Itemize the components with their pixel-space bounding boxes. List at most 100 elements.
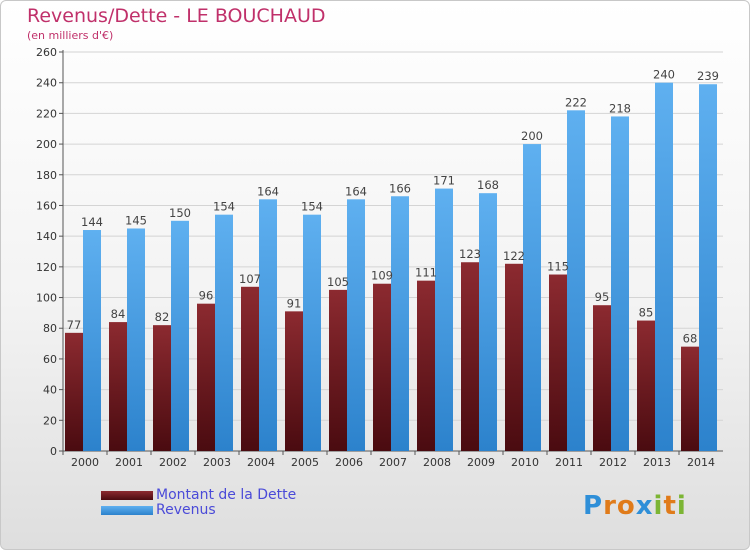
x-tick-label: 2004 [247, 456, 275, 469]
y-tick-label: 0 [50, 445, 57, 458]
data-label-revenus: 164 [257, 184, 279, 198]
logo-letter: x [635, 491, 654, 521]
legend-swatch-revenus [101, 505, 153, 515]
bar-debt [593, 305, 611, 451]
x-tick-label: 2009 [467, 456, 495, 469]
bar-revenus [655, 82, 673, 451]
logo-letter: P [583, 491, 604, 521]
bar-debt [505, 263, 523, 451]
data-label-revenus: 154 [213, 200, 235, 214]
bar-revenus [83, 230, 101, 451]
data-label-revenus: 218 [609, 101, 631, 115]
x-tick-label: 2002 [159, 456, 187, 469]
proxiti-logo: Proxiti [583, 491, 687, 521]
bar-revenus [127, 228, 145, 451]
logo-letter: t [663, 491, 677, 521]
legend-swatch-debt [101, 490, 153, 500]
y-tick-label: 140 [36, 230, 57, 243]
bar-revenus [347, 199, 365, 451]
bar-debt [329, 289, 347, 451]
x-tick-label: 2005 [291, 456, 319, 469]
bar-debt [549, 274, 567, 451]
data-label-debt: 91 [287, 296, 302, 310]
legend-item-debt: Montant de la Dette [101, 487, 297, 503]
x-tick-label: 2003 [203, 456, 231, 469]
data-label-debt: 107 [239, 272, 261, 286]
x-tick-label: 2011 [555, 456, 583, 469]
logo-letter: i [676, 491, 687, 521]
x-tick-label: 2008 [423, 456, 451, 469]
data-label-debt: 105 [327, 275, 349, 289]
y-tick-label: 260 [36, 46, 57, 59]
data-label-revenus: 166 [389, 181, 411, 195]
bar-revenus [523, 144, 541, 452]
bar-revenus [391, 196, 409, 451]
data-label-debt: 111 [415, 266, 437, 280]
data-labels: 77 144 84 145 82 150 96 154 107 164 91 154 105 164 109… [67, 68, 719, 346]
data-label-revenus: 171 [433, 174, 455, 188]
data-label-debt: 96 [199, 289, 214, 303]
axes: 0 20 40 60 80 100 120 140 160 180 200 220 240 260 2000… [36, 46, 723, 469]
logo-letter: o [616, 491, 636, 521]
data-label-revenus: 145 [125, 213, 147, 227]
data-label-revenus: 240 [653, 68, 675, 82]
x-tick-label: 2014 [687, 456, 715, 469]
data-label-revenus: 150 [169, 206, 191, 220]
y-tick-label: 100 [36, 292, 57, 305]
bar-debt [461, 262, 479, 451]
y-tick-label: 180 [36, 169, 57, 182]
bar-debt [373, 283, 391, 451]
data-label-debt: 115 [547, 260, 569, 274]
data-label-revenus: 200 [521, 129, 543, 143]
logo-letter: i [653, 491, 664, 521]
bar-revenus [699, 84, 717, 451]
bar-debt [285, 311, 303, 451]
x-tick-label: 2010 [511, 456, 539, 469]
bars [65, 82, 717, 452]
bar-debt [417, 280, 435, 451]
bar-debt [637, 320, 655, 451]
data-label-debt: 95 [595, 290, 610, 304]
legend-label-revenus: Revenus [156, 502, 216, 518]
bar-debt [681, 346, 699, 451]
legend-label-debt: Montant de la Dette [156, 487, 297, 503]
bar-revenus [611, 116, 629, 451]
bar-revenus [303, 214, 321, 451]
y-tick-label: 40 [43, 384, 57, 397]
data-label-debt: 84 [111, 307, 126, 321]
bar-debt [197, 303, 215, 451]
data-label-revenus: 222 [565, 95, 587, 109]
data-label-debt: 123 [459, 247, 481, 261]
x-tick-label: 2001 [115, 456, 143, 469]
bar-revenus [171, 220, 189, 451]
data-label-debt: 122 [503, 249, 525, 263]
chart-title: Revenus/Dette - LE BOUCHAUD [27, 5, 326, 27]
data-label-debt: 109 [371, 269, 393, 283]
legend-item-revenus: Revenus [101, 502, 216, 518]
x-tick-label: 2013 [643, 456, 671, 469]
x-tick-label: 2012 [599, 456, 627, 469]
y-tick-label: 220 [36, 107, 57, 120]
bar-revenus [215, 214, 233, 451]
logo-letter: r [603, 491, 617, 521]
y-tick-label: 80 [43, 322, 57, 335]
bar-revenus [259, 199, 277, 451]
data-label-debt: 77 [67, 318, 82, 332]
chart-subtitle: (en milliers d'€) [27, 29, 114, 42]
data-label-revenus: 168 [477, 178, 499, 192]
bar-debt [109, 322, 127, 451]
y-tick-label: 240 [36, 77, 57, 90]
y-tick-label: 20 [43, 414, 57, 427]
bar-revenus [435, 188, 453, 452]
data-label-revenus: 239 [697, 69, 719, 83]
data-label-revenus: 144 [81, 215, 103, 229]
data-label-revenus: 164 [345, 184, 367, 198]
x-tick-label: 2007 [379, 456, 407, 469]
bar-debt [241, 286, 259, 451]
bar-debt [153, 325, 171, 451]
y-tick-label: 120 [36, 261, 57, 274]
data-label-debt: 82 [155, 310, 170, 324]
x-tick-label: 2006 [335, 456, 363, 469]
